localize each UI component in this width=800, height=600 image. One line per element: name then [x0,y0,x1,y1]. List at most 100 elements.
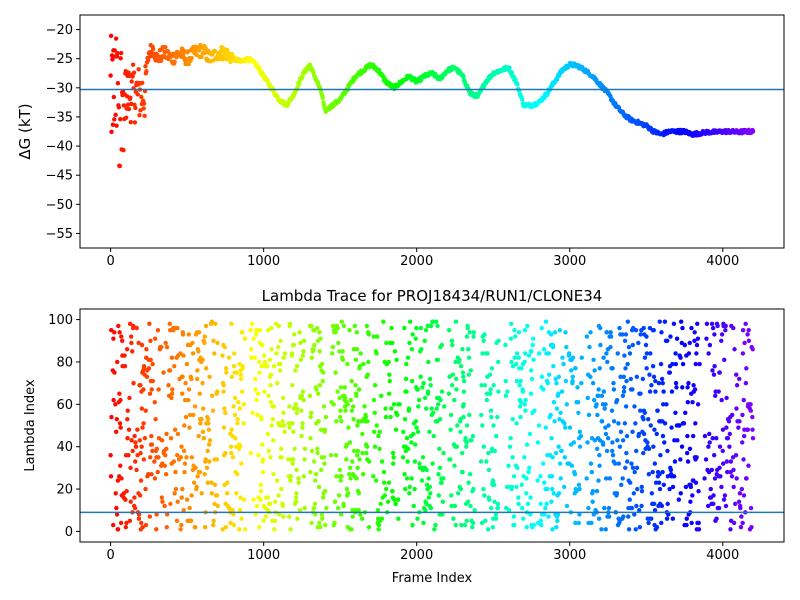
lambda-point [636,340,641,346]
lambda-point [493,516,499,521]
lambda-point [725,469,730,475]
lambda-point [182,423,187,428]
lambda-point [471,334,476,339]
lambda-point [143,522,149,528]
lambda-y-tick-label: 20 [56,483,73,498]
lambda-point [680,361,686,367]
lambda-point [461,389,467,394]
lambda-point [288,474,294,479]
lambda-point [748,505,754,511]
lambda-point [689,325,694,331]
lambda-point [383,414,389,420]
lambda-point [138,450,143,456]
delta-g-point [118,117,123,122]
lambda-y-tick-label: 60 [56,398,73,413]
lambda-point [131,380,136,386]
lambda-point [589,520,594,526]
lambda-point [680,385,685,390]
lambda-point [587,344,592,350]
lambda-point [492,448,497,454]
lambda-point [173,469,178,475]
lambda-point [211,338,216,343]
lambda-point [481,338,486,343]
lambda-point [117,391,122,396]
lambda-point [250,321,255,327]
lambda-point [506,508,512,513]
lambda-point [272,518,278,524]
lambda-point [638,332,643,337]
lambda-point [688,499,693,504]
lambda-point [557,416,562,422]
lambda-point [661,482,667,488]
lambda-point [311,459,317,464]
delta-g-point [137,112,142,118]
lambda-point [265,431,271,437]
lambda-point [276,493,281,498]
lambda-point [731,325,736,331]
lambda-point [331,402,336,407]
lambda-point [660,433,666,439]
lambda-point [660,380,665,386]
lambda-point [659,520,664,526]
lambda-point [211,522,216,528]
lambda-point [488,408,494,413]
delta-g-y-axis-label: ΔG (kT) [16,103,34,159]
lambda-point [592,438,598,443]
lambda-point [685,385,690,390]
lambda-point [279,455,284,460]
lambda-point [167,368,173,373]
lambda-point [123,497,128,502]
lambda-point [690,493,695,498]
lambda-point [554,524,559,530]
lambda-point [281,410,286,415]
lambda-point [110,522,116,528]
lambda-point [614,491,620,496]
lambda-point [511,514,517,519]
lambda-point [733,452,739,458]
lambda-point [666,512,671,517]
lambda-point [731,520,737,526]
lambda-point [645,416,651,422]
lambda-point [690,433,696,439]
lambda-point [196,330,202,335]
lambda-point [633,421,638,426]
lambda-point [309,355,314,360]
lambda-point [588,461,594,466]
lambda-point [739,486,745,492]
lambda-point [409,476,414,481]
lambda-point [412,486,417,492]
lambda-point [394,357,399,363]
lambda-x-tick-label: 0 [106,548,114,563]
lambda-point [415,516,420,521]
lambda-point [463,436,468,441]
lambda-point [133,459,138,464]
lambda-point [530,336,536,341]
lambda-point [228,444,234,449]
lambda-point [269,347,274,352]
lambda-point [558,410,563,415]
lambda-point [599,419,605,424]
lambda-point [424,406,429,411]
lambda-point [150,448,155,454]
lambda-point [309,323,314,329]
lambda-point [607,476,613,481]
lambda-point [251,497,256,502]
lambda-point [723,323,728,329]
lambda-point [720,448,725,454]
lambda-point [586,412,592,418]
lambda-point [417,461,422,466]
lambda-point [278,446,284,451]
lambda-point [124,520,129,526]
lambda-point [388,414,393,420]
lambda-point [277,368,283,373]
lambda-point [548,332,554,337]
lambda-point [149,472,154,477]
lambda-point [696,488,701,494]
lambda-point [485,527,491,532]
delta-g-x-tick-label: 1000 [247,254,280,269]
lambda-point [334,474,339,479]
lambda-point [676,497,682,502]
lambda-point [387,378,392,384]
lambda-point [240,363,246,369]
lambda-point [617,444,623,449]
